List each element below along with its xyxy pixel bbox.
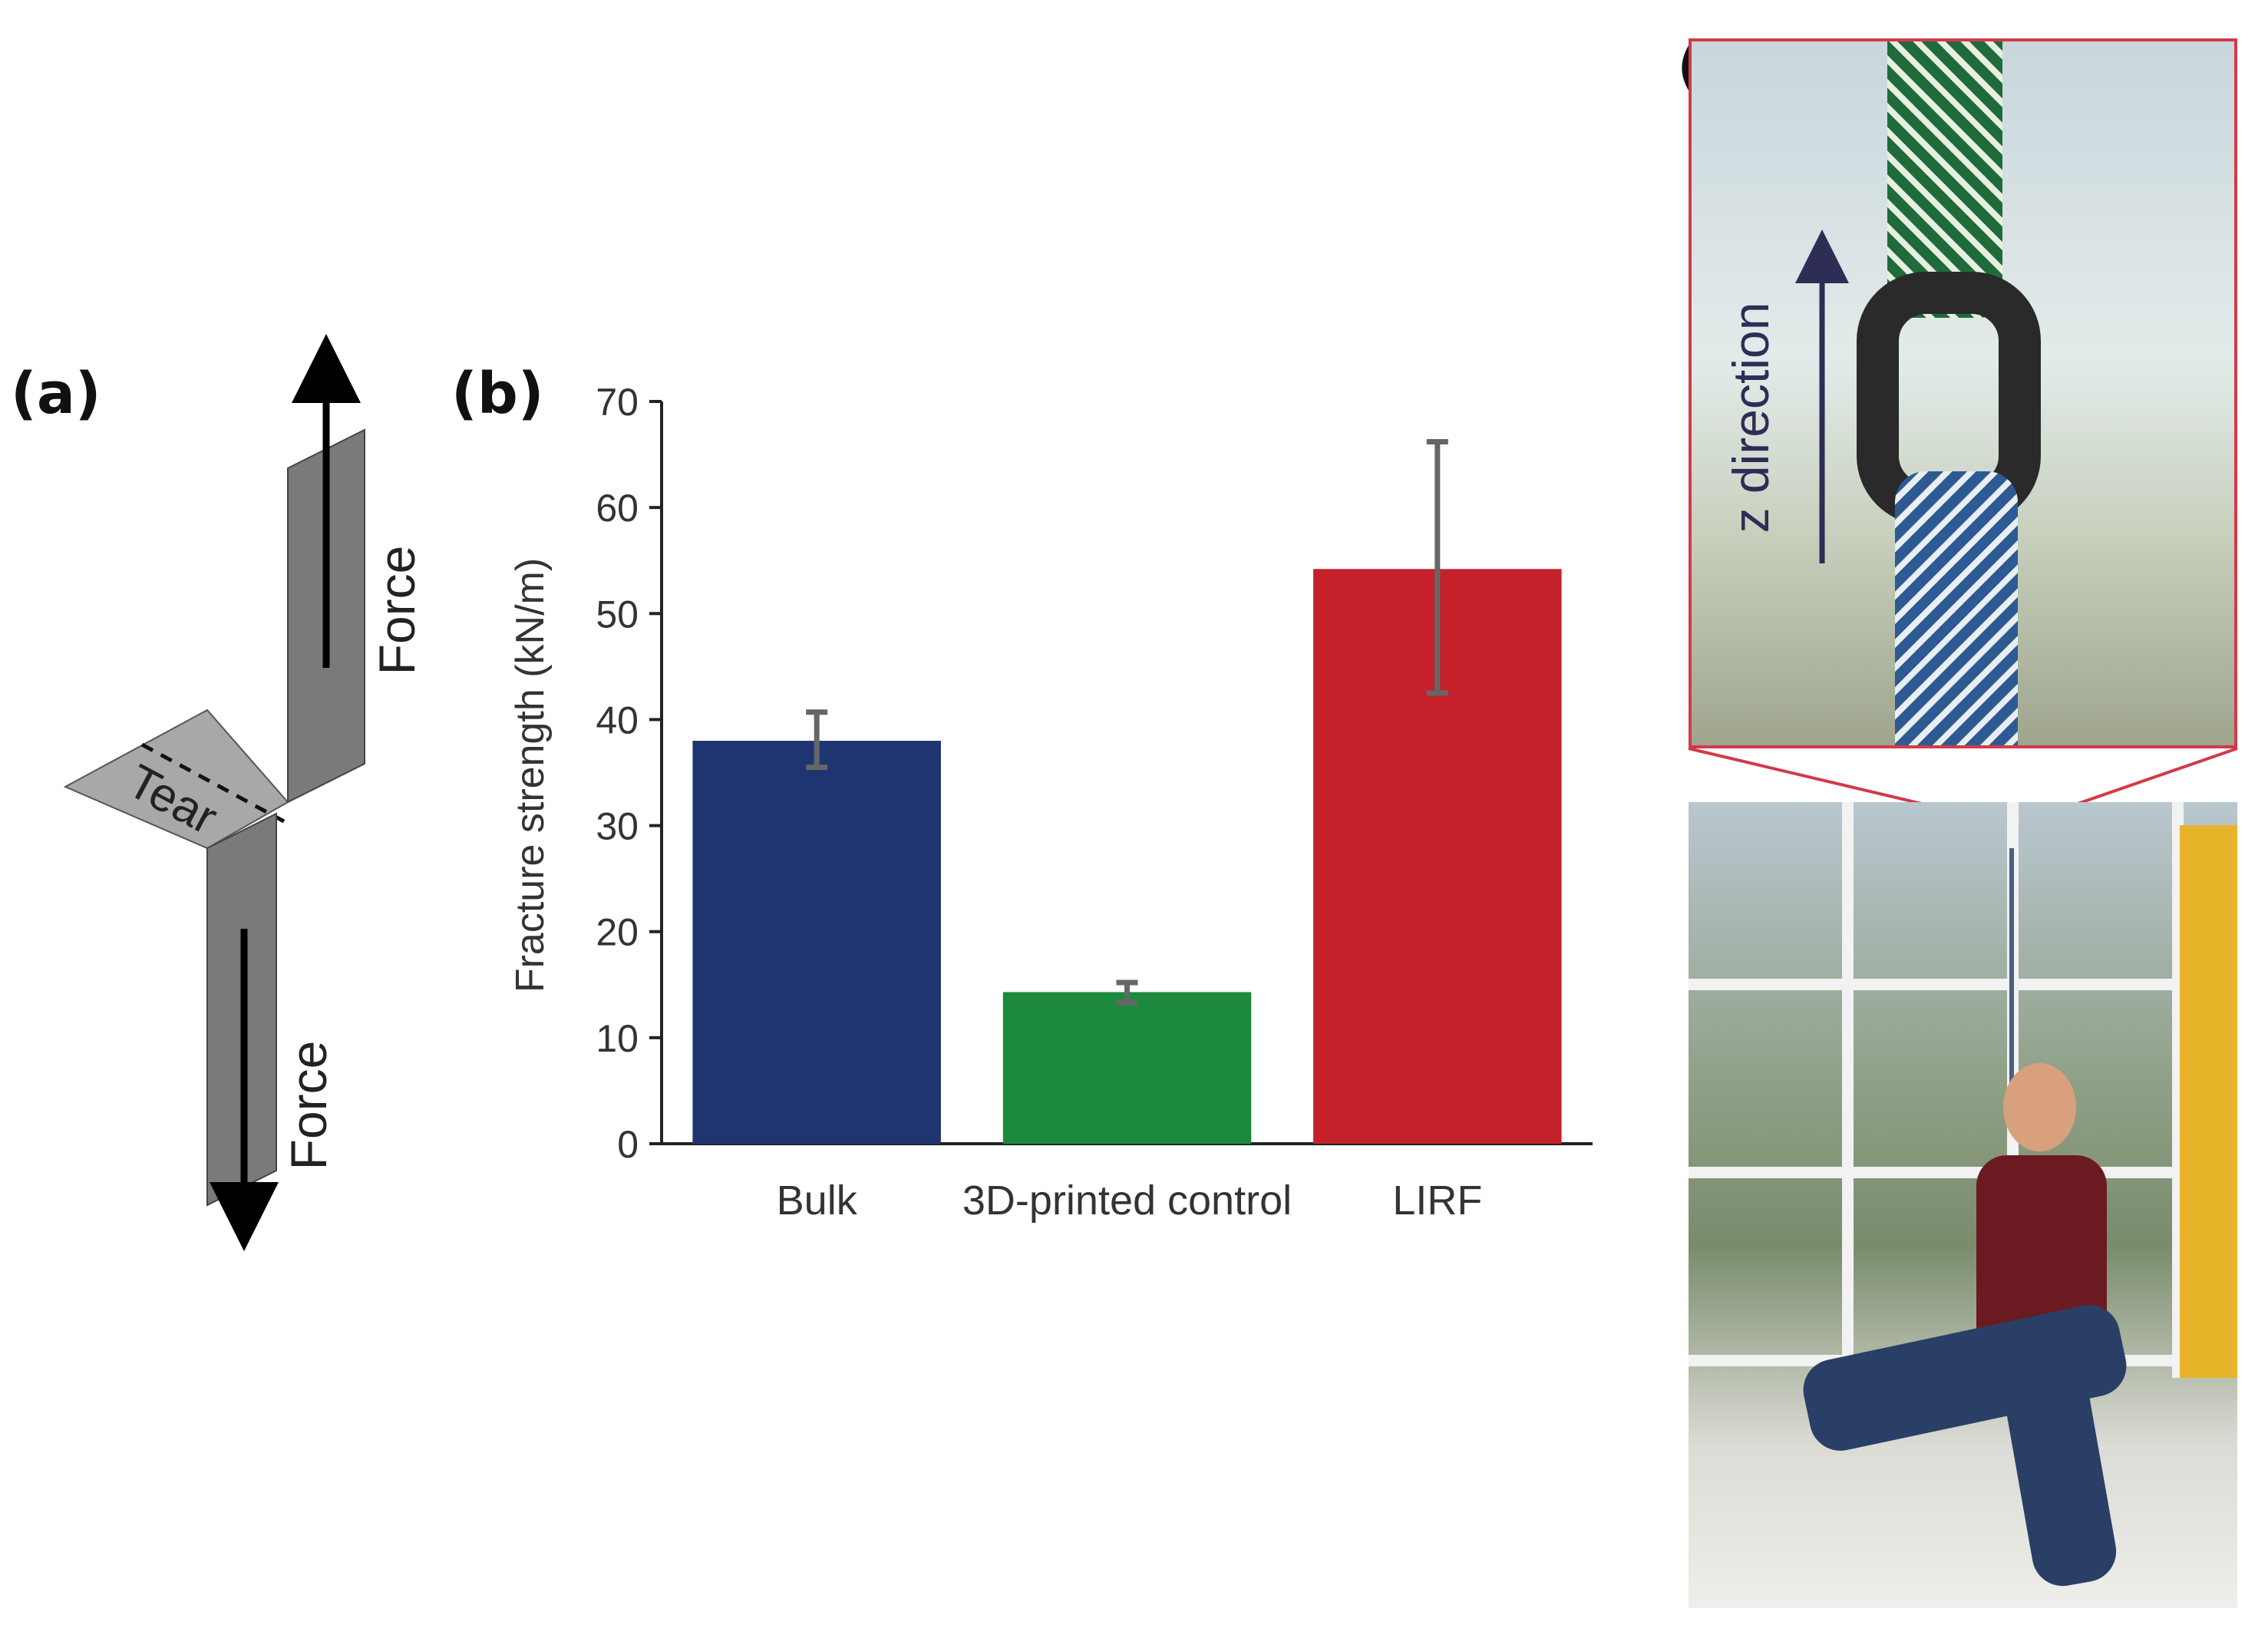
x-tick-label: 3D-printed control — [962, 1178, 1292, 1224]
bar-bulk — [692, 741, 941, 1144]
person-hanging-photo — [1689, 802, 2237, 1608]
y-axis-label: Fracture strength (kN/m) — [508, 558, 553, 993]
tear-dashed-line — [140, 742, 286, 824]
tear-test-diagram: Force Force Tear — [63, 334, 425, 1251]
y-tick-label: 10 — [596, 1017, 639, 1060]
z-direction-label: z direction — [1722, 302, 1779, 533]
zoomed-rope-photo: z direction — [1689, 38, 2237, 748]
y-tick-label: 0 — [617, 1123, 639, 1166]
panel-b-label: (b) — [451, 361, 544, 427]
y-tick-label: 60 — [596, 487, 639, 530]
bar-3d-printed-control — [1002, 992, 1252, 1144]
y-tick-label: 40 — [596, 699, 639, 742]
y-tick-label: 30 — [596, 805, 639, 848]
bar-lirf — [1313, 569, 1562, 1144]
yellow-structure — [2180, 825, 2237, 1378]
panel-a-label: (a) — [11, 361, 101, 427]
rope-blue-strap — [1895, 471, 2018, 745]
x-tick-label: Bulk — [777, 1178, 858, 1224]
person-head — [2003, 1063, 2076, 1151]
person-leg-right — [2000, 1364, 2121, 1591]
tear-plane — [63, 708, 289, 850]
y-tick-label: 20 — [596, 911, 639, 954]
x-tick-label: LIRF — [1392, 1178, 1482, 1224]
force-top-label: Force — [368, 546, 425, 675]
y-tick-label: 70 — [596, 381, 639, 424]
y-tick-label: 50 — [596, 593, 639, 636]
window-frame — [1689, 802, 2237, 1378]
hanging-rope — [2009, 848, 2014, 1094]
z-direction-arrow: z direction — [1722, 230, 1849, 563]
force-bottom-label: Force — [280, 1041, 337, 1171]
